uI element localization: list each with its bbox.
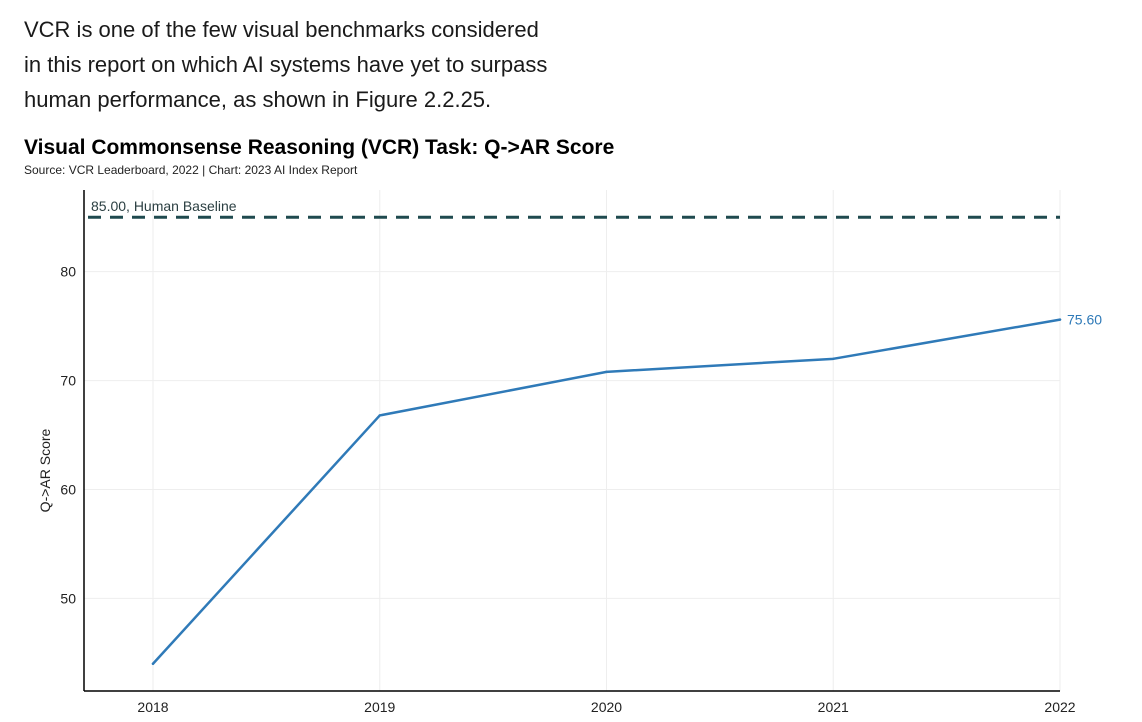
y-axis-label: Q->AR Score (37, 428, 53, 512)
x-tick-label: 2018 (137, 699, 168, 715)
baseline-label: 85.00, Human Baseline (91, 198, 237, 214)
end-value-label: 75.60 (1067, 312, 1102, 328)
x-tick-label: 2019 (364, 699, 395, 715)
data-point (1058, 318, 1062, 321)
x-tick-label: 2022 (1044, 699, 1075, 715)
intro-paragraph: VCR is one of the few visual benchmarks … (24, 12, 624, 117)
x-tick-label: 2020 (591, 699, 622, 715)
data-point (378, 414, 381, 417)
intro-line-1: VCR is one of the few visual benchmarks … (24, 17, 539, 42)
y-tick-label: 50 (60, 590, 76, 606)
chart-title: Visual Commonsense Reasoning (VCR) Task:… (24, 136, 615, 159)
y-tick-label: 60 (60, 482, 76, 498)
data-point (832, 357, 835, 361)
y-tick-label: 80 (60, 264, 76, 280)
intro-line-2: in this report on which AI systems have … (24, 52, 548, 77)
x-tick-label: 2021 (818, 699, 849, 715)
data-point (151, 662, 155, 665)
data-point (605, 370, 608, 374)
chart-source: Source: VCR Leaderboard, 2022 | Chart: 2… (24, 163, 358, 177)
y-tick-label: 70 (60, 373, 76, 389)
intro-line-3: human performance, as shown in Figure 2.… (24, 87, 492, 112)
